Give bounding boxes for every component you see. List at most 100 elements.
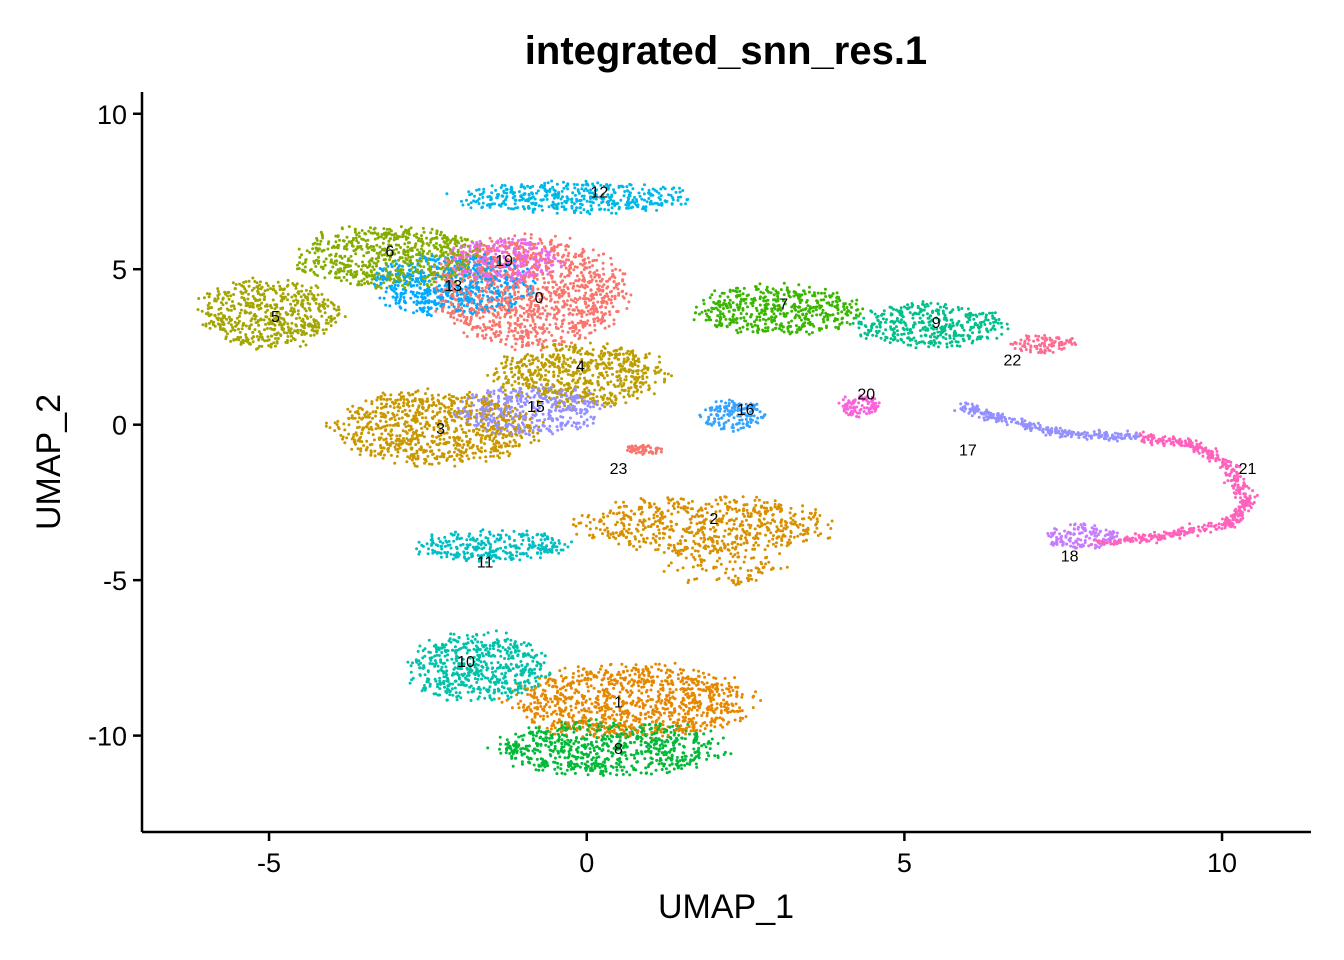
data-point <box>504 546 508 549</box>
data-point <box>474 644 478 648</box>
data-point <box>328 426 332 430</box>
data-point <box>373 226 377 230</box>
data-point <box>453 321 456 325</box>
data-point <box>859 407 863 411</box>
data-point <box>738 719 742 723</box>
data-point <box>589 415 593 419</box>
data-point <box>286 292 290 296</box>
data-point <box>644 716 647 720</box>
data-point <box>635 548 639 552</box>
data-point <box>909 343 913 347</box>
data-point <box>654 662 658 666</box>
data-point <box>615 768 619 772</box>
data-point <box>589 307 593 311</box>
data-point <box>499 654 503 658</box>
data-point <box>633 195 637 199</box>
data-point <box>499 338 503 342</box>
data-point <box>529 324 532 327</box>
data-point <box>629 531 633 535</box>
data-point <box>463 552 467 556</box>
data-point <box>531 384 535 388</box>
data-point <box>540 208 544 212</box>
data-point <box>669 748 673 751</box>
data-point <box>960 307 964 310</box>
data-point <box>371 416 374 420</box>
data-point <box>638 717 642 721</box>
data-point <box>551 285 555 289</box>
data-point <box>504 691 507 695</box>
data-point <box>514 389 518 393</box>
data-point <box>648 503 652 507</box>
data-point <box>567 258 571 262</box>
data-point <box>682 698 686 702</box>
data-point <box>823 287 827 291</box>
data-point <box>442 431 446 435</box>
data-point <box>414 443 418 447</box>
data-point <box>722 698 726 702</box>
data-point <box>678 742 681 746</box>
data-point <box>742 541 746 545</box>
data-point <box>637 700 641 703</box>
data-point <box>552 339 555 343</box>
data-point <box>442 437 446 441</box>
data-point <box>761 328 765 332</box>
data-point <box>639 385 642 389</box>
data-point <box>494 188 498 192</box>
data-point <box>749 569 753 572</box>
data-point <box>633 512 637 516</box>
data-point <box>684 693 688 696</box>
data-point <box>635 396 639 400</box>
data-point <box>504 187 508 191</box>
data-point <box>507 206 510 210</box>
data-point <box>296 299 300 303</box>
data-point <box>789 535 793 538</box>
data-point <box>671 721 675 724</box>
data-point <box>625 307 629 310</box>
data-point <box>594 279 598 283</box>
data-point <box>238 330 242 334</box>
data-point <box>477 428 481 432</box>
data-point <box>360 229 364 232</box>
data-point <box>606 749 610 753</box>
data-point <box>704 568 708 572</box>
data-point <box>482 686 486 690</box>
data-point <box>503 184 507 187</box>
data-point <box>731 567 735 571</box>
data-point <box>718 496 722 499</box>
data-point <box>626 448 629 452</box>
data-point <box>739 312 743 315</box>
data-point <box>634 444 638 448</box>
data-point <box>541 424 545 428</box>
data-point <box>775 525 779 529</box>
data-point <box>736 579 740 583</box>
data-point <box>303 314 307 317</box>
data-point <box>691 546 695 550</box>
data-point <box>576 284 580 288</box>
data-point <box>388 423 392 427</box>
data-point <box>604 769 608 773</box>
data-point <box>549 697 553 701</box>
data-point <box>1104 528 1108 532</box>
data-point <box>516 702 520 706</box>
data-point <box>802 539 805 543</box>
data-point <box>659 450 663 454</box>
data-point <box>558 755 562 759</box>
data-point <box>657 543 661 547</box>
data-point <box>491 324 494 328</box>
data-point <box>400 264 404 268</box>
data-point <box>266 288 270 292</box>
data-point <box>410 434 414 438</box>
chart-title: integrated_snn_res.1 <box>525 29 927 73</box>
data-point <box>612 349 616 353</box>
data-point <box>612 322 616 326</box>
data-point <box>798 522 802 526</box>
data-point <box>808 285 811 289</box>
data-point <box>542 276 546 280</box>
data-point <box>499 663 503 667</box>
data-point <box>614 500 618 504</box>
data-point <box>405 460 409 464</box>
data-point <box>731 689 735 692</box>
data-point <box>709 729 713 733</box>
data-point <box>455 318 459 322</box>
data-point <box>468 543 472 547</box>
